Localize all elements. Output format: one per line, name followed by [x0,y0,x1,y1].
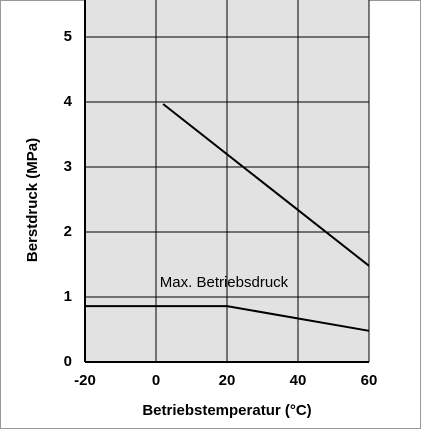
y-tick-label: 4 [64,93,73,110]
line [85,305,370,332]
x-axis-label: Betriebstemperatur (°C) [142,402,311,419]
x-tick-label: -20 [74,372,96,389]
y-axis-label: Berstdruck (MPa) [24,138,41,262]
y-tick-label: 1 [64,288,72,305]
y-tick-label: 3 [64,158,72,175]
y-tick-label: 0 [64,353,72,370]
line [162,103,370,267]
y-tick-label: 5 [64,28,72,45]
x-tick-label: 60 [361,372,378,389]
annotation: Max. Betriebsdruck [160,274,289,291]
x-tick-label: 40 [290,372,307,389]
x-tick-label: 0 [152,372,160,389]
x-tick-label: 20 [219,372,236,389]
y-tick-label: 2 [64,223,72,240]
